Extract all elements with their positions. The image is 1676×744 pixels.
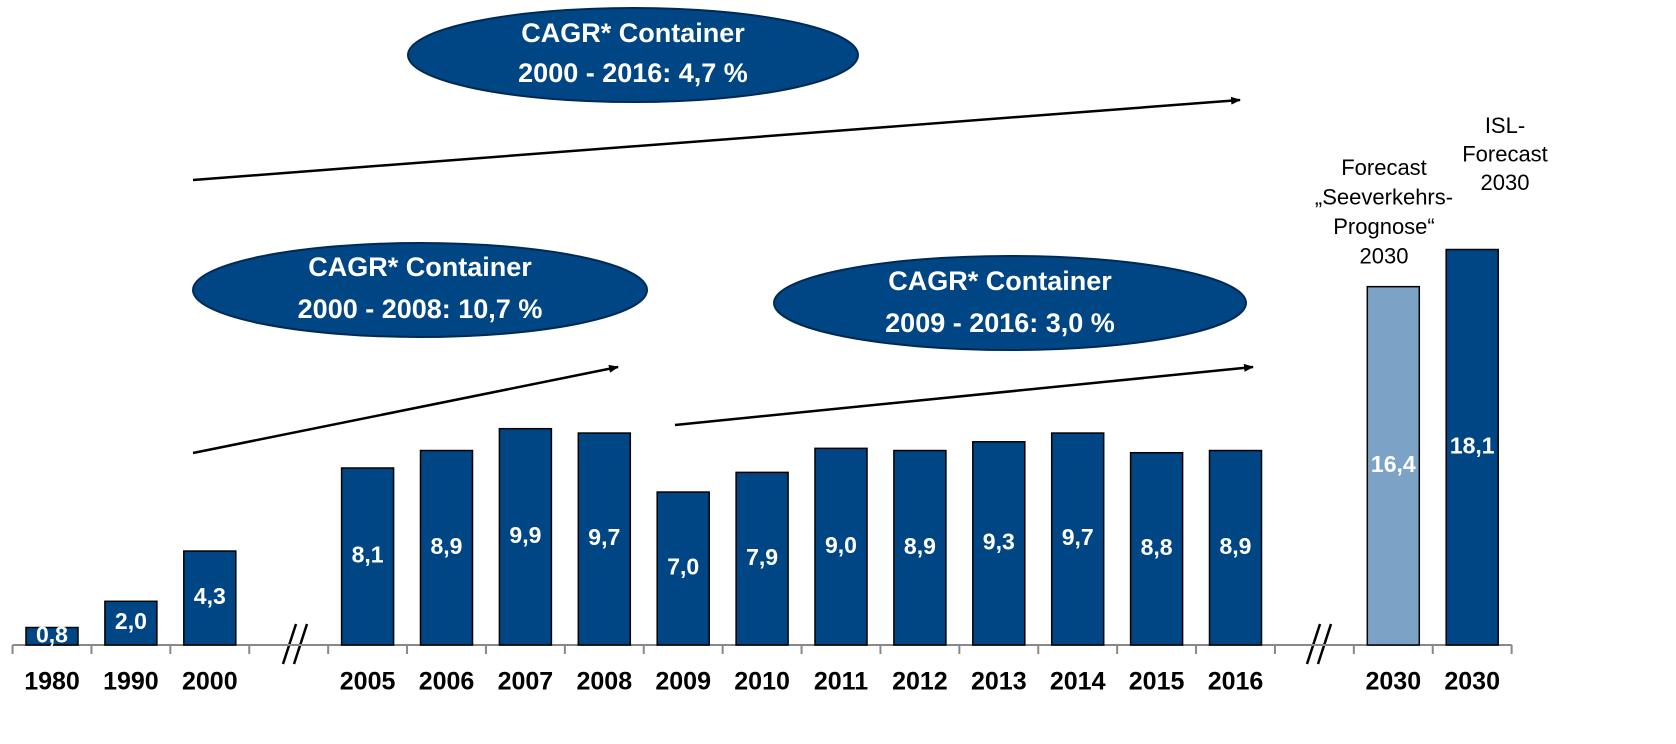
bar (183, 550, 237, 646)
value-label: 9,7 (588, 524, 620, 550)
annotation: CAGR* Container (521, 18, 745, 48)
x-tick-label: 2030 (1365, 668, 1421, 696)
annotation: 2000 - 2016: 4,7 % (518, 58, 748, 88)
annotation: 2030 (1481, 170, 1530, 195)
value-label: 0,8 (36, 621, 68, 647)
value-label: 8,9 (904, 533, 936, 559)
x-tick-label: 2009 (655, 668, 711, 696)
bar (735, 471, 789, 646)
bar (25, 626, 79, 646)
annotation: „Seeverkehrs- (1315, 184, 1453, 209)
x-tick-label: 2030 (1444, 668, 1500, 696)
value-label: 16,4 (1371, 451, 1416, 477)
bar (498, 427, 553, 646)
value-label: 2,0 (115, 608, 147, 634)
annotation: 2000 - 2008: 10,7 % (298, 294, 543, 324)
x-tick-label: 1980 (24, 668, 80, 696)
annotation: 2030 (1360, 243, 1409, 268)
arrow (192, 364, 619, 455)
callout-ellipse (192, 242, 648, 338)
bar (419, 449, 474, 646)
arrow (674, 363, 1254, 427)
callout-ellipse (407, 7, 859, 103)
bar (1445, 248, 1499, 646)
value-label: 8,9 (1220, 533, 1252, 559)
value-label: 9,7 (1062, 524, 1094, 550)
bar (1366, 285, 1421, 646)
x-tick-label: 2014 (1050, 668, 1106, 696)
value-label: 18,1 (1450, 432, 1495, 458)
annotation: Prognose“ (1333, 214, 1435, 239)
bar (814, 447, 868, 646)
bar (893, 449, 947, 646)
x-tick-label: 2010 (734, 668, 790, 696)
x-tick-label: 2005 (340, 668, 396, 696)
arrow (192, 96, 1241, 182)
annotation: CAGR* Container (308, 252, 532, 282)
bar (577, 432, 632, 646)
x-tick-label: 2011 (814, 668, 868, 696)
bar (656, 491, 710, 646)
annotation: 2009 - 2016: 3,0 % (885, 308, 1115, 338)
bar (1129, 451, 1184, 646)
value-label: 7,0 (667, 554, 699, 580)
x-tick-label: 2000 (182, 668, 238, 696)
annotation: Forecast (1341, 155, 1427, 180)
value-label: 8,8 (1141, 534, 1173, 560)
bar (1208, 449, 1263, 646)
annotation: ISL- (1485, 113, 1525, 138)
x-tick-label: 1990 (103, 668, 159, 696)
x-tick-label: 2013 (971, 668, 1027, 696)
x-tick-label: 2016 (1208, 668, 1264, 696)
x-tick-label: 2006 (419, 668, 475, 696)
bar (1050, 432, 1105, 646)
x-tick-label: 2012 (892, 668, 948, 696)
value-label: 8,1 (352, 542, 384, 568)
value-label: 4,3 (194, 583, 226, 609)
x-tick-label: 2007 (498, 668, 554, 696)
x-tick-label: 2015 (1129, 668, 1185, 696)
value-label: 7,9 (746, 544, 778, 570)
annotation: Forecast (1462, 141, 1548, 166)
bar (104, 600, 158, 646)
value-label: 8,9 (431, 533, 463, 559)
annotation: CAGR* Container (888, 266, 1112, 296)
value-label: 9,0 (825, 532, 857, 558)
callout-ellipse (773, 255, 1247, 351)
bar (340, 467, 395, 646)
x-tick-label: 2008 (576, 668, 632, 696)
value-label: 9,9 (509, 522, 541, 548)
bar (972, 441, 1026, 646)
value-label: 9,3 (983, 528, 1015, 554)
